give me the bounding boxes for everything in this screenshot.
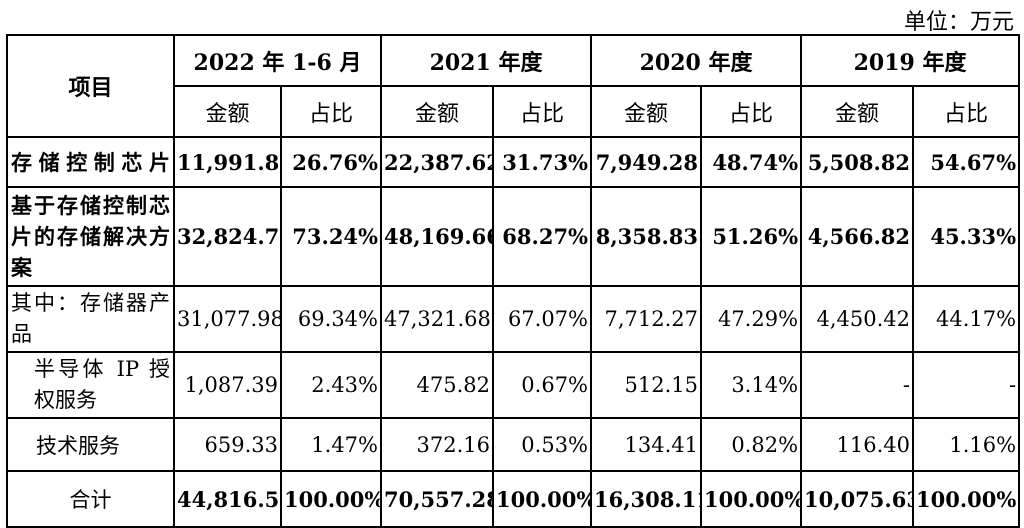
cell-value: 7,949.28	[590, 136, 703, 188]
cell-value: -	[912, 351, 1021, 419]
cell-value: 48,169.66	[380, 186, 494, 287]
cell-value: 0.53%	[491, 417, 593, 472]
cell-value: 8,358.83	[590, 186, 703, 287]
cell-value: 73.24%	[280, 186, 382, 287]
header-period: 2021 年度	[379, 34, 593, 87]
row-label: 技术服务	[6, 417, 175, 472]
header-amount: 金额	[380, 85, 494, 138]
cell-value: 11,991.83	[173, 136, 282, 188]
cell-value: 100.00%	[700, 470, 803, 528]
cell-value: 68.27%	[491, 186, 593, 287]
table-row: 技术服务 659.33 1.47% 372.16 0.53% 134.41 0.…	[6, 417, 1021, 472]
cell-value: 51.26%	[700, 186, 803, 287]
header-amount: 金额	[590, 85, 703, 138]
cell-value: 45.33%	[912, 186, 1021, 287]
table-row-total: 合计 44,816.53 100.00% 70,557.28 100.00% 1…	[6, 470, 1021, 528]
cell-value: -	[800, 351, 915, 419]
header-item: 项目	[6, 34, 175, 138]
cell-value: 134.41	[590, 417, 703, 472]
cell-value: 475.82	[380, 351, 494, 419]
header-period: 2022 年 1-6 月	[173, 34, 382, 87]
table-row: 半导体 IP 授权服务 1,087.39 2.43% 475.82 0.67% …	[6, 351, 1021, 419]
cell-value: 70,557.28	[380, 470, 494, 528]
cell-value: 31,077.98	[173, 285, 282, 353]
cell-value: 116.40	[800, 417, 915, 472]
cell-value: 0.67%	[491, 351, 593, 419]
header-row-metrics: 金额 占比 金额 占比 金额 占比 金额 占比	[7, 85, 1021, 138]
header-period: 2019 年度	[800, 34, 1021, 87]
cell-value: 22,387.62	[380, 136, 494, 188]
header-amount: 金额	[173, 85, 282, 138]
cell-value: 1,087.39	[173, 351, 282, 419]
header-amount: 金额	[800, 85, 915, 138]
table-row: 基于存储控制芯片的存储解决方案 32,824.70 73.24% 48,169.…	[6, 186, 1021, 287]
header-ratio: 占比	[280, 85, 382, 138]
table-row: 存储控制芯片 11,991.83 26.76% 22,387.62 31.73%…	[6, 136, 1021, 188]
cell-value: 47,321.68	[380, 285, 494, 353]
table-row: 其中：存储器产品 31,077.98 69.34% 47,321.68 67.0…	[6, 285, 1021, 353]
cell-value: 4,566.82	[800, 186, 915, 287]
cell-value: 100.00%	[912, 470, 1021, 528]
cell-value: 100.00%	[280, 470, 382, 528]
cell-value: 32,824.70	[173, 186, 282, 287]
row-label: 基于存储控制芯片的存储解决方案	[6, 186, 175, 287]
cell-value: 44,816.53	[173, 470, 282, 528]
header-ratio: 占比	[912, 85, 1021, 138]
cell-value: 1.47%	[280, 417, 382, 472]
revenue-table: 项目 2022 年 1-6 月 2021 年度 2020 年度 2019 年度 …	[6, 34, 1021, 528]
cell-value: 48.74%	[700, 136, 803, 188]
cell-value: 5,508.82	[800, 136, 915, 188]
cell-value: 659.33	[173, 417, 282, 472]
row-label: 存储控制芯片	[6, 136, 175, 188]
cell-value: 0.82%	[700, 417, 803, 472]
cell-value: 2.43%	[280, 351, 382, 419]
cell-value: 372.16	[380, 417, 494, 472]
cell-value: 67.07%	[491, 285, 593, 353]
unit-label: 单位：万元	[903, 10, 1014, 35]
cell-value: 54.67%	[912, 136, 1021, 188]
cell-value: 4,450.42	[800, 285, 915, 353]
row-label: 其中：存储器产品	[6, 285, 175, 353]
cell-value: 69.34%	[280, 285, 382, 353]
row-label: 半导体 IP 授权服务	[6, 351, 175, 419]
cell-value: 3.14%	[700, 351, 803, 419]
cell-value: 44.17%	[912, 285, 1021, 353]
cell-value: 26.76%	[280, 136, 382, 188]
header-ratio: 占比	[491, 85, 593, 138]
header-ratio: 占比	[700, 85, 803, 138]
cell-value: 512.15	[590, 351, 703, 419]
cell-value: 7,712.27	[590, 285, 703, 353]
header-period: 2020 年度	[590, 34, 803, 87]
cell-value: 47.29%	[700, 285, 803, 353]
cell-value: 1.16%	[912, 417, 1021, 472]
header-row-periods: 项目 2022 年 1-6 月 2021 年度 2020 年度 2019 年度	[6, 34, 1021, 138]
cell-value: 31.73%	[491, 136, 593, 188]
